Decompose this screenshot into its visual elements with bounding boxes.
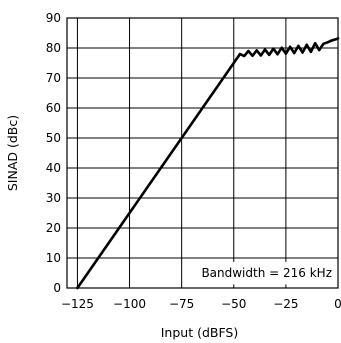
- y-tick-label: 20: [46, 221, 61, 235]
- y-tick-label: 90: [46, 11, 61, 25]
- y-tick-label: 10: [46, 251, 61, 265]
- y-axis-label: SINAD (dBc): [5, 115, 20, 191]
- x-tick-label: −125: [61, 297, 94, 311]
- x-tick-label: 0: [334, 297, 341, 311]
- x-tick-label: −100: [113, 297, 146, 311]
- y-tick-label: 0: [53, 281, 61, 295]
- series-group: [76, 37, 340, 290]
- x-axis-label: Input (dBFS): [161, 325, 239, 340]
- x-tick-label: −75: [169, 297, 194, 311]
- series-line: [76, 37, 340, 290]
- y-tick-label: 70: [46, 71, 61, 85]
- x-tick-label: −50: [221, 297, 246, 311]
- bandwidth-annotation: Bandwidth = 216 kHz: [201, 266, 332, 280]
- plot-frame: [66, 17, 339, 289]
- grid-lines: [67, 18, 338, 288]
- y-tick-label: 50: [46, 131, 61, 145]
- y-tick-label: 40: [46, 161, 61, 175]
- y-tick-labels: 0 10 20 30 40 50 60 70 80 90: [46, 11, 61, 295]
- x-tick-labels: −125 −100 −75 −50 −25 0: [61, 297, 341, 311]
- x-tick-label: −25: [273, 297, 298, 311]
- annotation-background: [229, 261, 337, 285]
- y-tick-label: 60: [46, 101, 61, 115]
- y-tick-label: 80: [46, 41, 61, 55]
- y-tick-label: 30: [46, 191, 61, 205]
